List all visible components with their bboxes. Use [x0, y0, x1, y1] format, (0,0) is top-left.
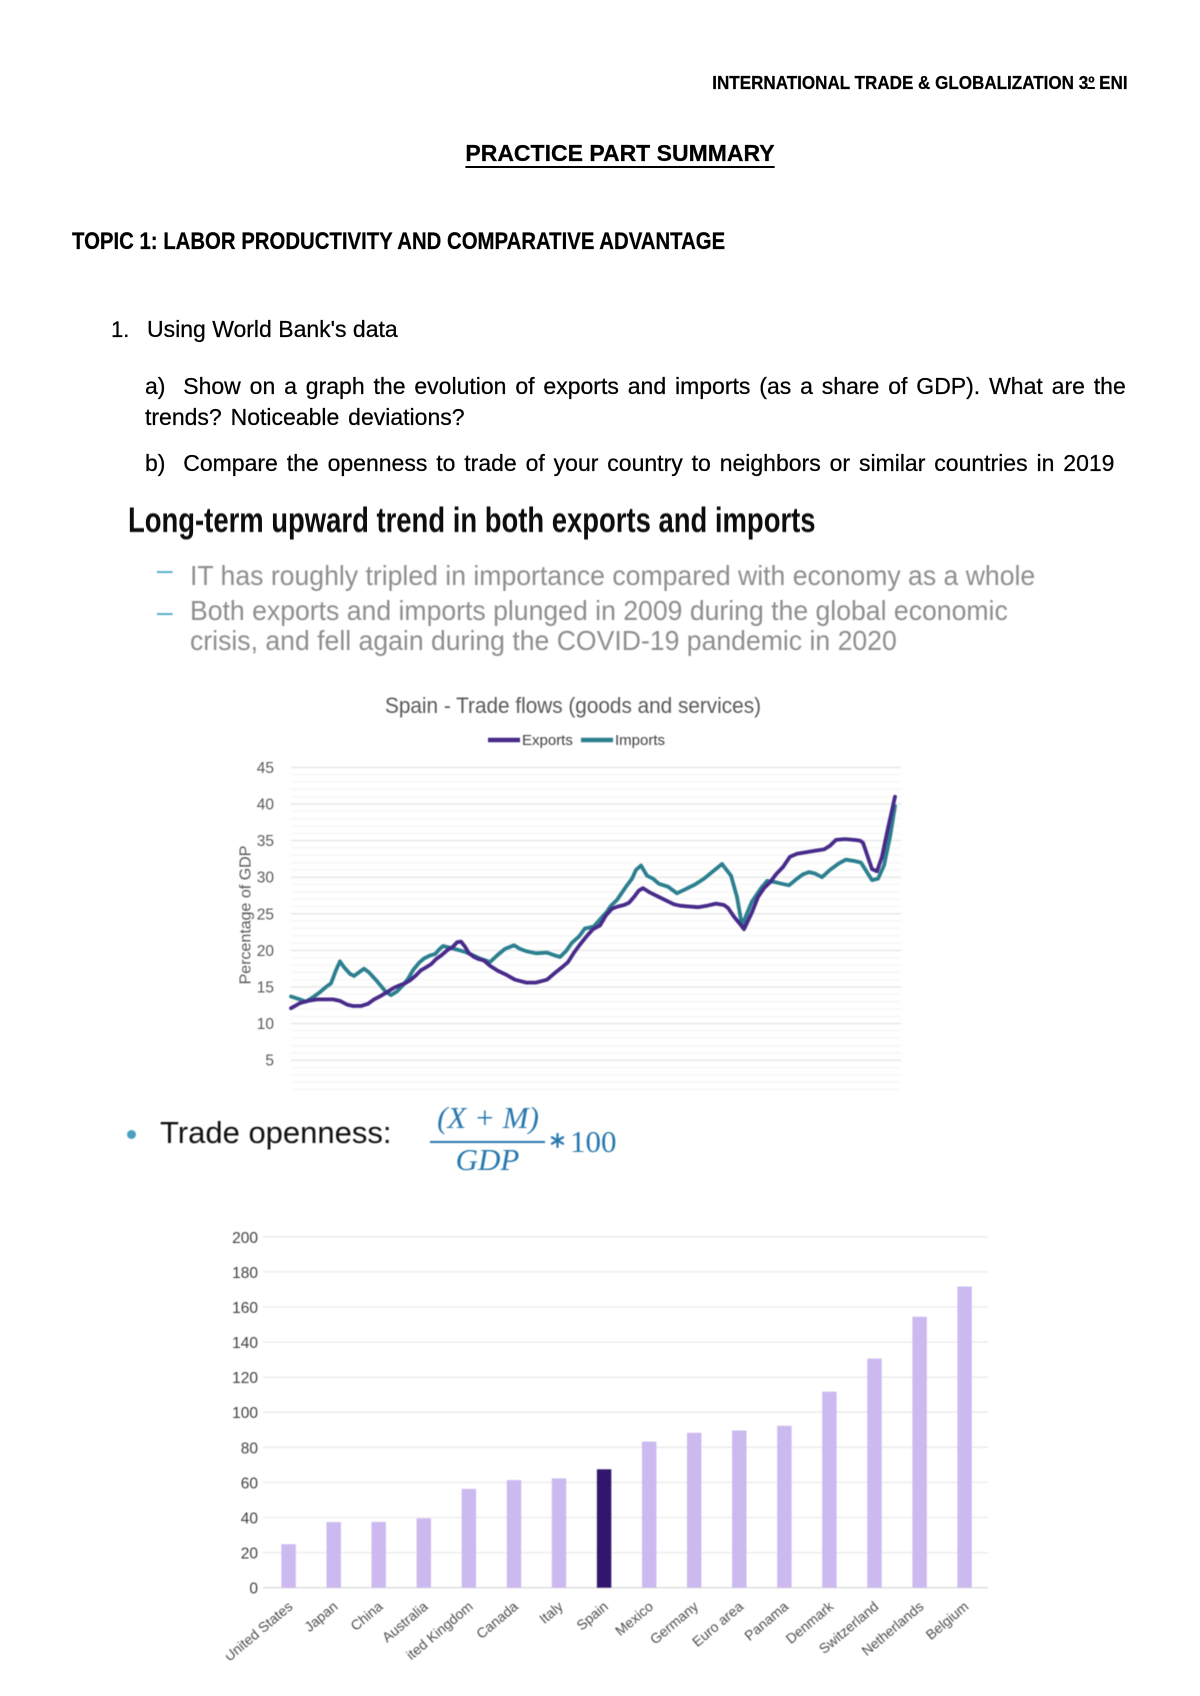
svg-text:160: 160 [232, 1300, 258, 1317]
svg-text:China: China [347, 1598, 385, 1634]
svg-text:Belgium: Belgium [922, 1598, 971, 1643]
svg-text:Spain - Trade flows (goods and: Spain - Trade flows (goods and services) [385, 693, 761, 718]
svg-text:Imports: Imports [615, 732, 665, 749]
svg-text:40: 40 [241, 1511, 259, 1528]
svg-text:200: 200 [232, 1230, 258, 1247]
svg-text:25: 25 [257, 906, 274, 923]
svg-text:35: 35 [257, 833, 274, 850]
svg-text:80: 80 [241, 1440, 259, 1457]
svg-text:180: 180 [232, 1265, 258, 1282]
svg-text:United States: United States [221, 1598, 296, 1664]
svg-text:Italy: Italy [536, 1598, 566, 1627]
svg-text:Canada: Canada [473, 1598, 521, 1642]
svg-text:30: 30 [257, 870, 275, 887]
svg-text:Japan: Japan [301, 1598, 341, 1635]
svg-text:10: 10 [257, 1016, 275, 1033]
svg-text:20: 20 [257, 943, 275, 960]
svg-text:100: 100 [232, 1405, 258, 1422]
svg-text:45: 45 [257, 760, 274, 777]
svg-text:60: 60 [241, 1475, 259, 1492]
svg-text:15: 15 [257, 980, 274, 997]
svg-text:Euro area: Euro area [689, 1598, 747, 1650]
svg-text:120: 120 [232, 1370, 258, 1387]
svg-text:40: 40 [257, 797, 275, 814]
svg-text:Percentage of GDP: Percentage of GDP [238, 846, 255, 985]
svg-text:140: 140 [232, 1335, 258, 1352]
svg-text:5: 5 [265, 1053, 274, 1070]
svg-text:Spain: Spain [573, 1598, 611, 1633]
svg-text:20: 20 [241, 1546, 259, 1563]
svg-text:0: 0 [249, 1581, 258, 1598]
svg-text:Exports: Exports [522, 732, 573, 749]
